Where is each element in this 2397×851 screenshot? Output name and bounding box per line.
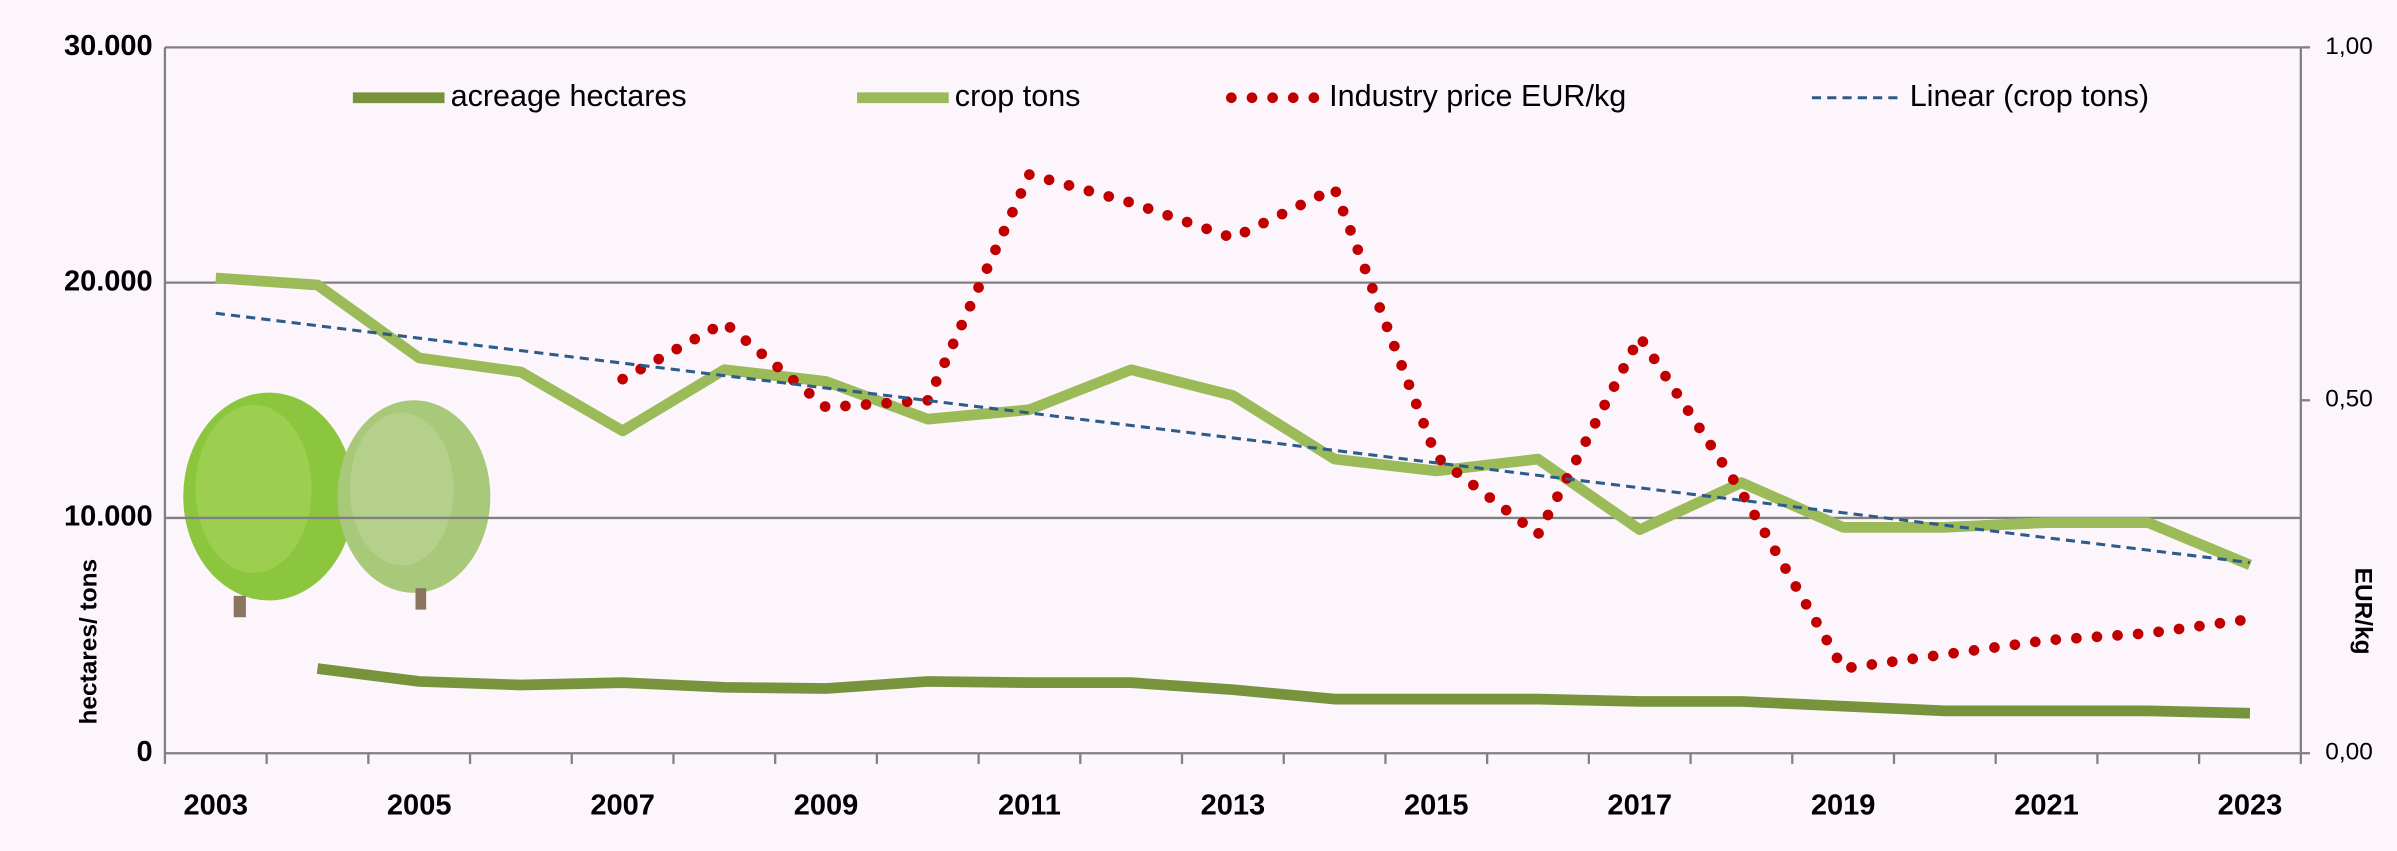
x-tick-label: 2015: [1404, 789, 1469, 821]
legend-label: acreage hectares: [451, 79, 687, 113]
x-tick-label: 2007: [590, 789, 655, 821]
y-tick-label: 0: [137, 736, 153, 768]
y2-tick-label: 1,00: [2325, 33, 2373, 60]
legend-label: crop tons: [955, 79, 1081, 113]
x-tick-label: 2019: [1811, 789, 1876, 821]
x-tick-label: 2013: [1201, 789, 1266, 821]
y2-tick-label: 0,50: [2325, 386, 2373, 413]
x-tick-label: 2005: [387, 789, 452, 821]
x-tick-label: 2009: [794, 789, 859, 821]
series-line: [215, 272, 2253, 570]
y-axis-title: hectares/ tons: [76, 559, 103, 725]
y-tick-label: 20.000: [64, 265, 153, 297]
series-line: [215, 311, 2251, 565]
x-tick-label: 2021: [2014, 789, 2079, 821]
x-tick-label: 2011: [998, 789, 1061, 821]
olive-illustration: [183, 392, 491, 618]
y-tick-label: 10.000: [64, 501, 153, 533]
y2-tick-label: 0,00: [2325, 739, 2373, 766]
x-tick-label: 2023: [2218, 789, 2283, 821]
x-tick-label: 2017: [1607, 789, 1672, 821]
olive-stem: [233, 595, 246, 618]
series-line: [617, 169, 2256, 674]
y-tick-label: 30.000: [64, 30, 153, 62]
legend-label: Linear (crop tons): [1910, 79, 2149, 113]
legend-label: Industry price EUR/kg: [1329, 79, 1626, 113]
olive-stem: [415, 588, 427, 610]
y2-axis-title: EUR/kg: [2349, 568, 2376, 655]
olive-shine: [349, 412, 454, 566]
x-tick-label: 2003: [183, 789, 248, 821]
series-line: [316, 663, 2251, 719]
olive-shine: [195, 404, 312, 573]
